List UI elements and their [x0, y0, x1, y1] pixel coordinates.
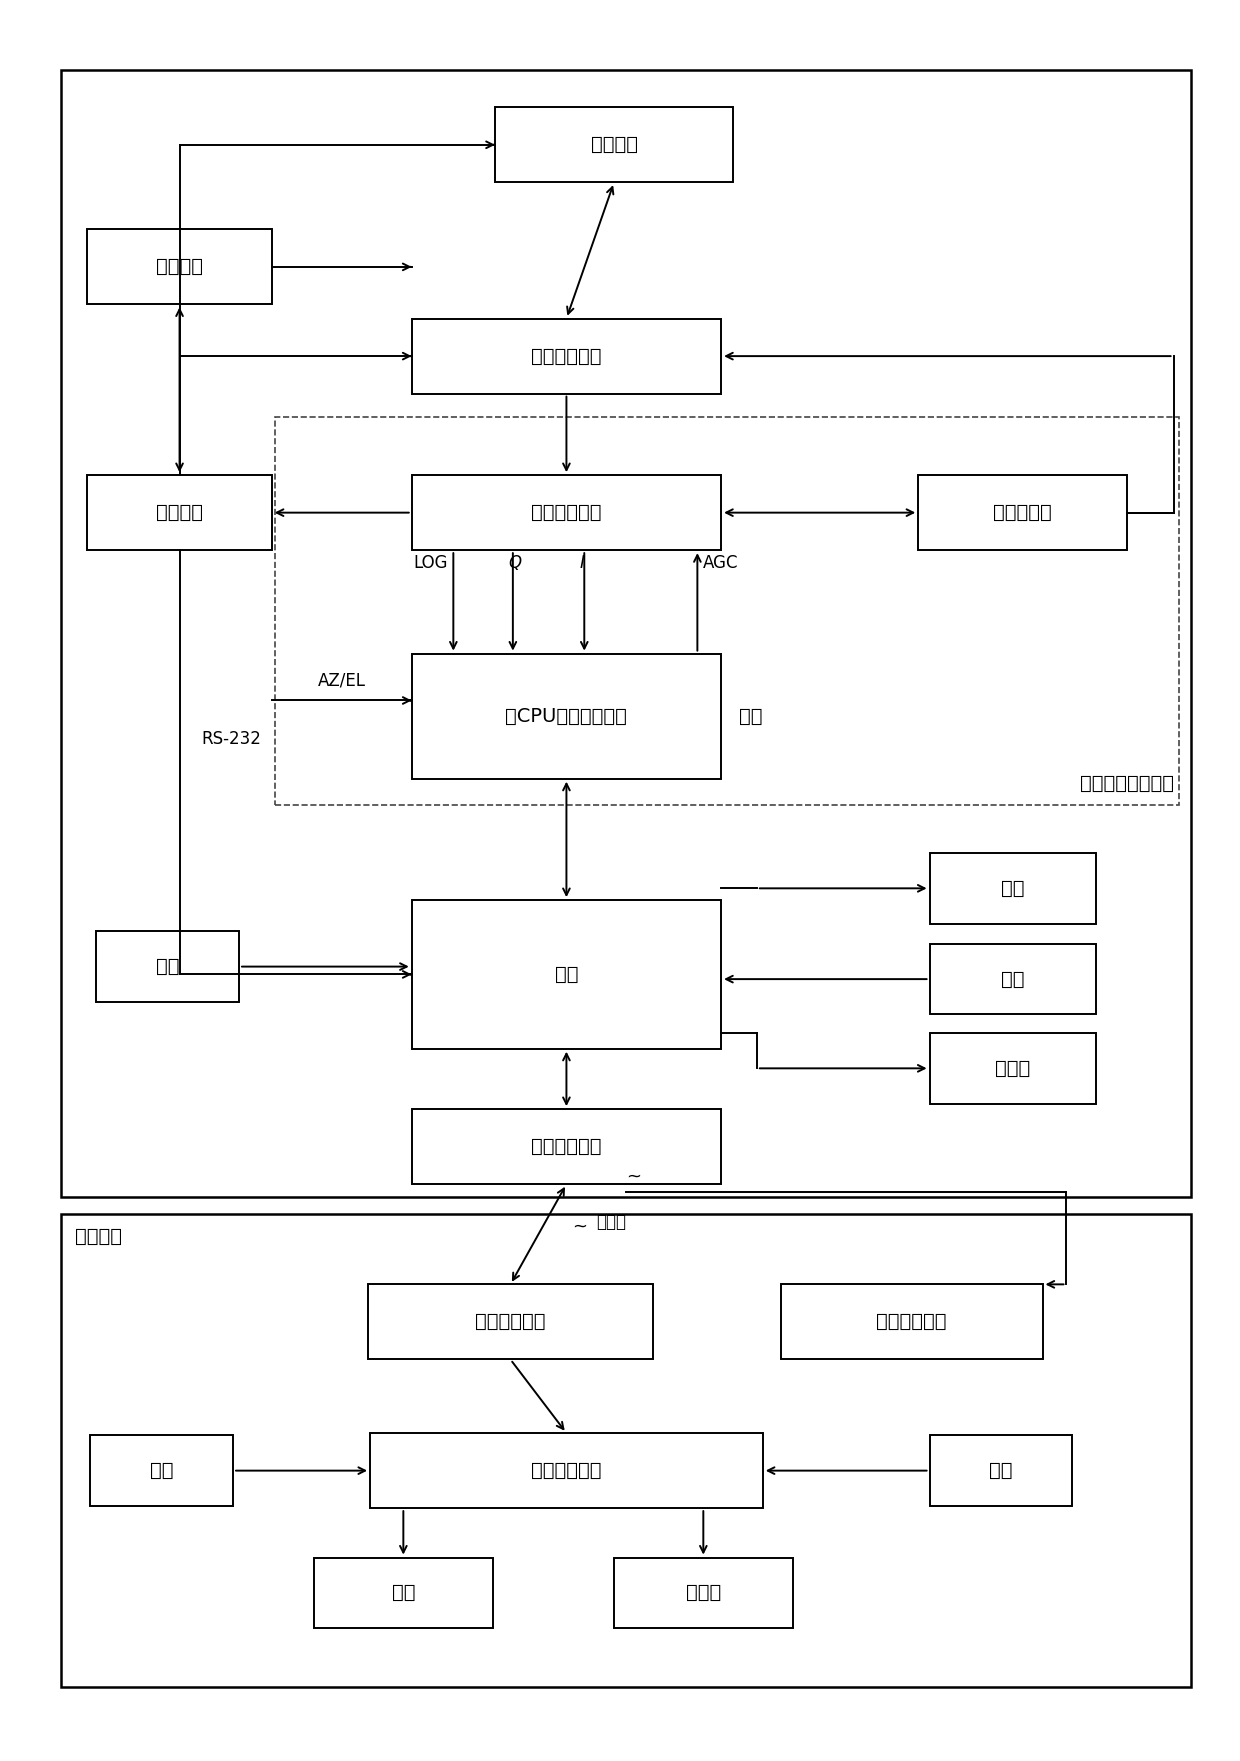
Text: 主控分机: 主控分机: [156, 504, 203, 523]
Bar: [370, 1433, 763, 1507]
Bar: [412, 653, 722, 778]
Text: 频率综合器: 频率综合器: [993, 504, 1052, 523]
Bar: [412, 1109, 722, 1183]
Bar: [87, 229, 272, 305]
Text: 多CPU并行处理平台: 多CPU并行处理平台: [506, 706, 627, 726]
Bar: [930, 944, 1096, 1014]
Text: 数据传输接口: 数据传输接口: [877, 1312, 947, 1331]
Text: 键盘: 键盘: [990, 1462, 1013, 1481]
Text: RS-232: RS-232: [201, 729, 260, 748]
Text: ~: ~: [573, 1217, 588, 1236]
Text: 鼠标: 鼠标: [150, 1462, 174, 1481]
Text: 微机: 微机: [554, 965, 578, 984]
Text: 打印机: 打印机: [996, 1058, 1030, 1078]
Text: LOG: LOG: [413, 553, 448, 572]
Text: 放大式发射机: 放大式发射机: [531, 347, 601, 366]
Text: 数据传输接口: 数据传输接口: [531, 1462, 601, 1481]
Bar: [781, 1284, 1043, 1359]
Text: 气象信号处理部分: 气象信号处理部分: [1080, 773, 1173, 792]
Text: 鼠标: 鼠标: [156, 956, 180, 976]
Bar: [930, 852, 1096, 923]
Bar: [412, 900, 722, 1050]
Text: AGC: AGC: [703, 553, 739, 572]
Bar: [61, 70, 1192, 1197]
Text: 天线装置: 天线装置: [590, 136, 637, 155]
Bar: [275, 417, 1179, 805]
Text: 天线装置: 天线装置: [156, 257, 203, 276]
Text: 数据传输接口: 数据传输接口: [531, 1138, 601, 1157]
Text: $I$: $I$: [579, 553, 585, 572]
Bar: [91, 1435, 233, 1506]
Text: AZ/EL: AZ/EL: [317, 671, 366, 689]
Bar: [367, 1284, 653, 1359]
Bar: [97, 932, 239, 1002]
Text: ~: ~: [626, 1168, 641, 1185]
Bar: [918, 475, 1126, 549]
Text: 全相参接收机: 全相参接收机: [531, 504, 601, 523]
Text: $Q$: $Q$: [508, 553, 522, 572]
Bar: [61, 1213, 1192, 1687]
Bar: [412, 475, 722, 549]
Bar: [314, 1557, 492, 1627]
Text: 远地终端: 远地终端: [74, 1226, 122, 1245]
Bar: [930, 1435, 1073, 1506]
Text: 键盘: 键盘: [1001, 970, 1024, 988]
Text: 打印机: 打印机: [686, 1583, 720, 1603]
Text: 以太网: 以太网: [596, 1213, 626, 1231]
Text: 彩显: 彩显: [1001, 879, 1024, 898]
Text: 彩显: 彩显: [392, 1583, 415, 1603]
Text: 同步: 同步: [739, 706, 763, 726]
Bar: [495, 107, 733, 183]
Bar: [87, 475, 272, 549]
Bar: [930, 1034, 1096, 1104]
Bar: [412, 319, 722, 394]
Bar: [614, 1557, 792, 1627]
Text: 数据传输接口: 数据传输接口: [475, 1312, 546, 1331]
